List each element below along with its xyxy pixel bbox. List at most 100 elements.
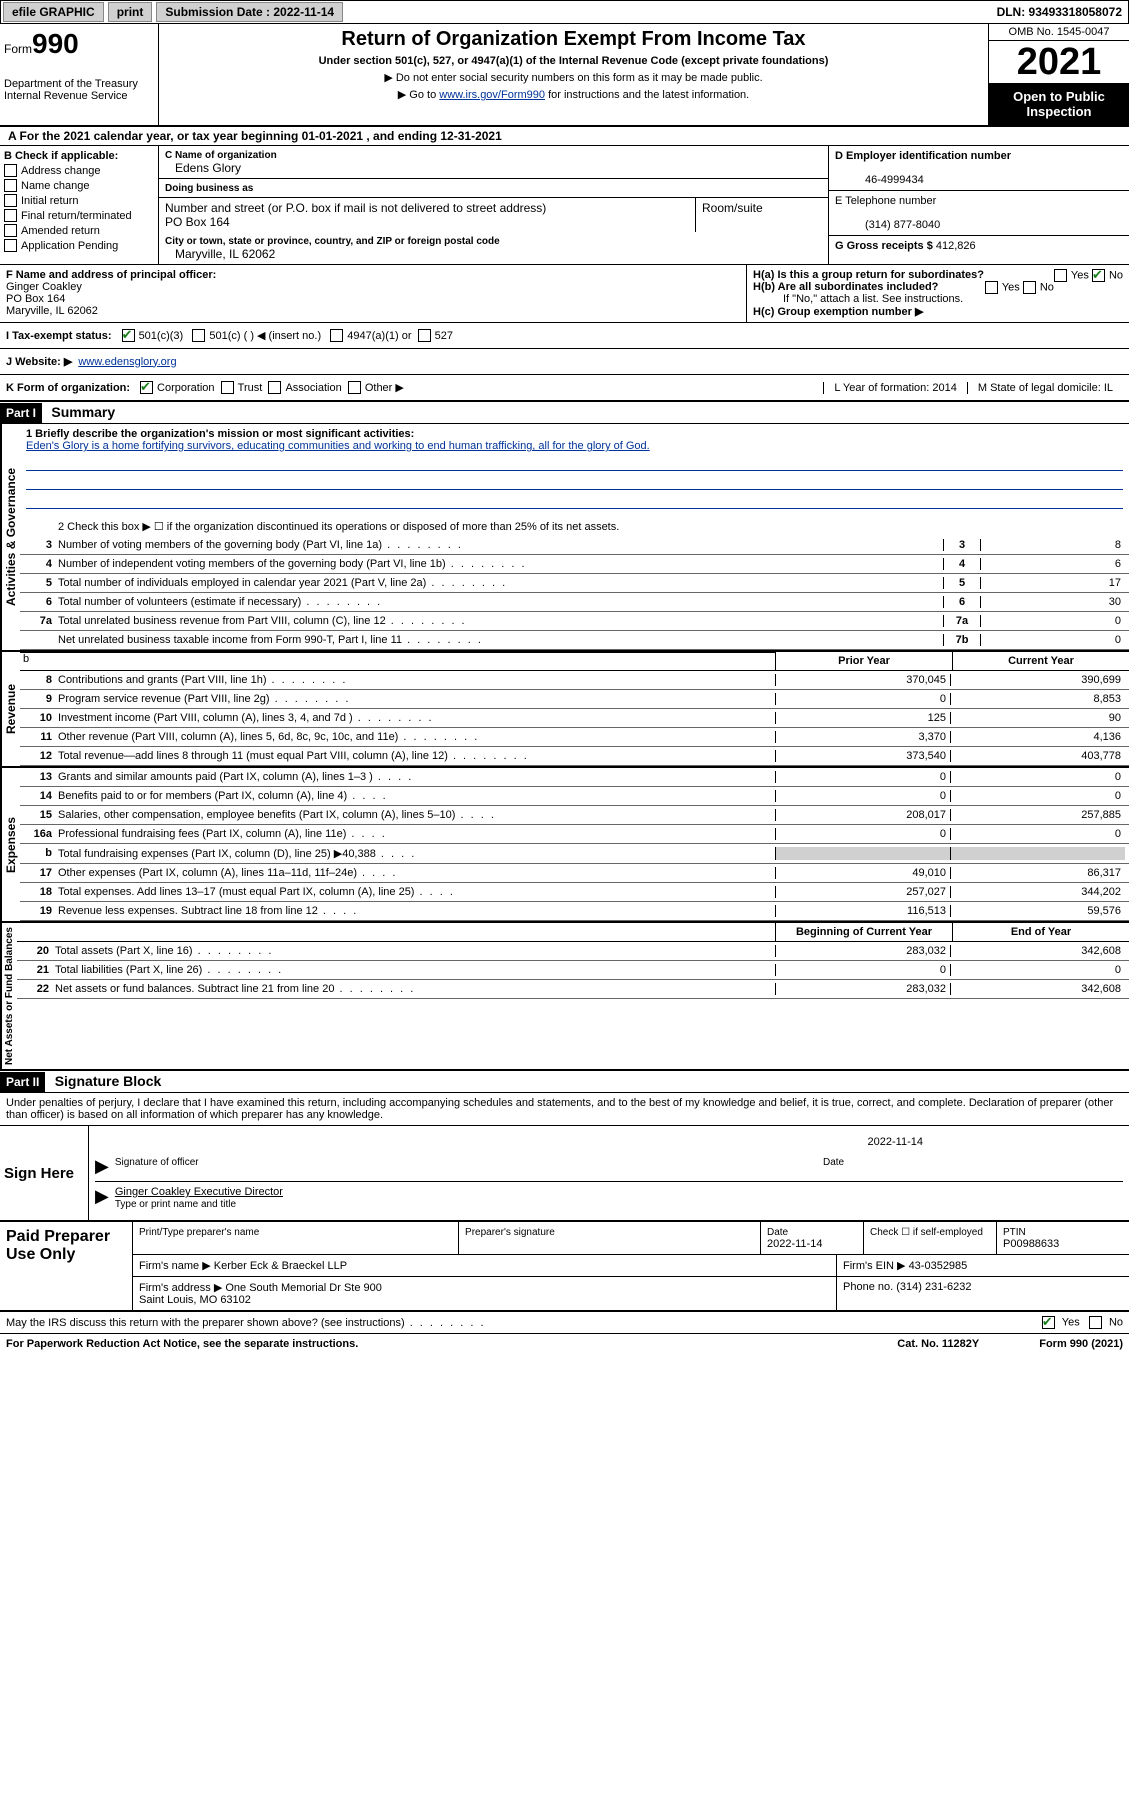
part-1-header: Part I Summary [0, 402, 1129, 424]
expenses-section: Expenses 13Grants and similar amounts pa… [0, 768, 1129, 923]
firm-name: Kerber Eck & Braeckel LLP [214, 1260, 347, 1272]
checkbox-icon[interactable] [1092, 269, 1105, 282]
expense-line: bTotal fundraising expenses (Part IX, co… [20, 844, 1129, 864]
sign-here-label: Sign Here [0, 1126, 89, 1220]
header-left: Form990 Department of the Treasury Inter… [0, 24, 159, 125]
dln-label: DLN: 93493318058072 [997, 5, 1128, 19]
vert-netassets-label: Net Assets or Fund Balances [0, 923, 17, 1069]
state-domicile: M State of legal domicile: IL [967, 382, 1123, 394]
city-state-zip: Maryville, IL 62062 [175, 247, 275, 261]
irs-link[interactable]: www.irs.gov/Form990 [439, 89, 545, 101]
k-row: K Form of organization: Corporation Trus… [0, 375, 1129, 402]
revenue-line: 10Investment income (Part VIII, column (… [20, 709, 1129, 728]
form-prefix: Form [4, 42, 32, 56]
checkbox-icon[interactable] [4, 209, 17, 222]
tax-status-row: I Tax-exempt status: 501(c)(3) 501(c) ( … [0, 323, 1129, 349]
checkbox-icon[interactable] [221, 381, 234, 394]
arrow-icon: ▶ [95, 1186, 109, 1210]
checkbox-icon[interactable] [1054, 269, 1067, 282]
checkbox-icon[interactable] [985, 281, 998, 294]
blank-line [26, 475, 1123, 490]
submission-date: Submission Date : 2022-11-14 [156, 2, 343, 22]
year-header-revenue: b Prior Year Current Year [20, 652, 1129, 671]
org-name-cell: C Name of organization Edens Glory [159, 146, 828, 179]
revenue-line: 11Other revenue (Part VIII, column (A), … [20, 728, 1129, 747]
website-row: J Website: ▶ www.edensglory.org [0, 349, 1129, 375]
summary-line: 5Total number of individuals employed in… [20, 574, 1129, 593]
netasset-line: 22Net assets or fund balances. Subtract … [17, 980, 1129, 999]
netasset-line: 20Total assets (Part X, line 16)283,0323… [17, 942, 1129, 961]
checkbox-icon[interactable] [1023, 281, 1036, 294]
checkbox-icon[interactable] [122, 329, 135, 342]
expense-line: 15Salaries, other compensation, employee… [20, 806, 1129, 825]
paid-preparer-label: Paid Preparer Use Only [0, 1222, 133, 1310]
vert-expenses-label: Expenses [0, 768, 20, 921]
gross-receipts-cell: G Gross receipts $ 412,826 [829, 236, 1129, 256]
sign-fields: 2022-11-14 ▶ Signature of officer Date ▶… [89, 1126, 1129, 1220]
revenue-line: 12Total revenue—add lines 8 through 11 (… [20, 747, 1129, 766]
chk-initial-return[interactable]: Initial return [4, 194, 154, 207]
omb-number: OMB No. 1545-0047 [989, 24, 1129, 41]
checkbox-icon[interactable] [1089, 1316, 1102, 1329]
summary-line: 7aTotal unrelated business revenue from … [20, 612, 1129, 631]
blank-line [26, 494, 1123, 509]
footer-line: For Paperwork Reduction Act Notice, see … [0, 1334, 1129, 1354]
address-row: Number and street (or P.O. box if mail i… [159, 198, 828, 232]
netassets-content: Beginning of Current Year End of Year 20… [17, 923, 1129, 1069]
netasset-line: 21Total liabilities (Part X, line 26)00 [17, 961, 1129, 980]
officer-name-title: Ginger Coakley Executive Director [115, 1186, 283, 1198]
year-header-netassets: Beginning of Current Year End of Year [17, 923, 1129, 942]
city-cell: City or town, state or province, country… [159, 232, 828, 264]
checkbox-icon[interactable] [4, 224, 17, 237]
chk-name-change[interactable]: Name change [4, 179, 154, 192]
efile-label: efile GRAPHIC [3, 2, 104, 22]
revenue-line: 8Contributions and grants (Part VIII, li… [20, 671, 1129, 690]
org-info-column: C Name of organization Edens Glory Doing… [159, 146, 828, 264]
discuss-row: May the IRS discuss this return with the… [0, 1312, 1129, 1334]
checkbox-icon[interactable] [4, 239, 17, 252]
checkbox-icon[interactable] [4, 164, 17, 177]
chk-amended-return[interactable]: Amended return [4, 224, 154, 237]
header-center: Return of Organization Exempt From Incom… [159, 24, 989, 125]
sig-date-value: 2022-11-14 [868, 1136, 923, 1148]
checkbox-icon[interactable] [4, 194, 17, 207]
chk-application-pending[interactable]: Application Pending [4, 239, 154, 252]
signature-area: Under penalties of perjury, I declare th… [0, 1093, 1129, 1354]
summary-line: Net unrelated business taxable income fr… [20, 631, 1129, 650]
chk-final-return[interactable]: Final return/terminated [4, 209, 154, 222]
chk-address-change[interactable]: Address change [4, 164, 154, 177]
section-a: A For the 2021 calendar year, or tax yea… [0, 127, 1129, 146]
part-2-header: Part II Signature Block [0, 1071, 1129, 1093]
dba-cell: Doing business as [159, 179, 828, 198]
checkbox-icon[interactable] [140, 381, 153, 394]
ein-cell: D Employer identification number 46-4999… [829, 146, 1129, 191]
summary-line: 4Number of independent voting members of… [20, 555, 1129, 574]
checkbox-icon[interactable] [418, 329, 431, 342]
summary-line: 3Number of voting members of the governi… [20, 536, 1129, 555]
vert-revenue-label: Revenue [0, 652, 20, 766]
print-button[interactable]: print [108, 2, 153, 22]
form-note-1: ▶ Do not enter social security numbers o… [163, 71, 984, 84]
section-b-block: B Check if applicable: Address change Na… [0, 146, 1129, 265]
mission-text: Eden's Glory is a home fortifying surviv… [26, 440, 650, 452]
h-section: H(a) Is this a group return for subordin… [746, 265, 1129, 322]
website-link[interactable]: www.edensglory.org [78, 356, 176, 368]
f-h-row: F Name and address of principal officer:… [0, 265, 1129, 323]
officer-info: Ginger Coakley PO Box 164 Maryville, IL … [6, 281, 98, 317]
checkbox-icon[interactable] [348, 381, 361, 394]
paperwork-notice: For Paperwork Reduction Act Notice, see … [6, 1338, 358, 1350]
checkbox-icon[interactable] [192, 329, 205, 342]
summary-line: 6Total number of volunteers (estimate if… [20, 593, 1129, 612]
netassets-section: Net Assets or Fund Balances Beginning of… [0, 923, 1129, 1071]
checkbox-icon[interactable] [4, 179, 17, 192]
phone-value: (314) 877-8040 [865, 219, 940, 231]
form-note-2: ▶ Go to www.irs.gov/Form990 for instruct… [163, 88, 984, 101]
checkbox-icon[interactable] [1042, 1316, 1055, 1329]
form-ref: Form 990 (2021) [1039, 1338, 1123, 1350]
right-info-column: D Employer identification number 46-4999… [828, 146, 1129, 264]
top-bar: efile GRAPHIC print Submission Date : 20… [0, 0, 1129, 24]
checkbox-icon[interactable] [268, 381, 281, 394]
open-public-badge: Open to Public Inspection [989, 83, 1129, 125]
ptin-value: P00988633 [1003, 1238, 1059, 1250]
checkbox-icon[interactable] [330, 329, 343, 342]
